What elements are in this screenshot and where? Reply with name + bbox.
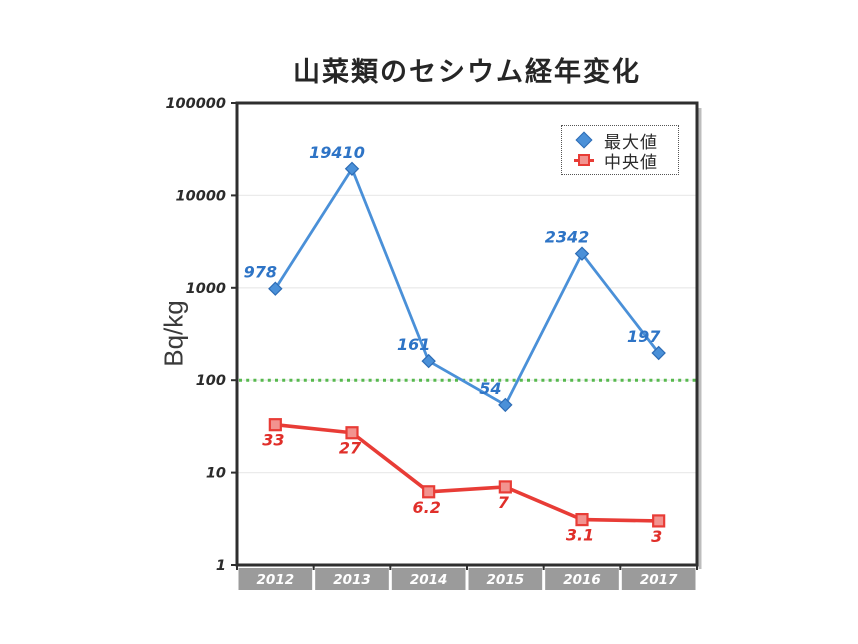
year-label: 2016	[563, 572, 601, 588]
y-tick-label: 1	[216, 558, 226, 574]
year-label: 2012	[257, 572, 295, 588]
y-tick-label: 100000	[165, 96, 226, 112]
max-data-point	[574, 246, 590, 261]
max-data-point	[498, 397, 513, 413]
year-cell	[545, 568, 619, 590]
legend-item-median: 中央値	[572, 150, 672, 173]
legend-label-max: 最大値	[604, 132, 658, 153]
year-label: 2013	[333, 572, 371, 588]
year-cell	[391, 568, 466, 590]
data-label: 161	[397, 335, 430, 354]
median-data-point	[422, 485, 436, 499]
median-data-point	[345, 426, 359, 440]
year-label: 2017	[640, 572, 678, 588]
median-data-point	[575, 512, 589, 527]
y-tick-label: 100	[196, 373, 226, 389]
y-tick-label: 10	[206, 466, 226, 482]
max-data-point	[344, 161, 360, 176]
median-data-point	[268, 418, 282, 432]
data-label: 3	[651, 527, 662, 546]
chart-title: 山菜類のセシウム経年変化	[293, 57, 641, 88]
year-cell	[238, 568, 313, 590]
data-label: 3.1	[566, 526, 594, 545]
year-label: 2015	[487, 572, 525, 588]
data-label: 54	[479, 379, 501, 398]
year-cell	[468, 568, 543, 590]
data-label: 2342	[545, 228, 590, 247]
max-data-point	[651, 345, 666, 361]
legend-label-median: 中央値	[604, 152, 658, 173]
median-data-point	[498, 480, 512, 494]
legend-item-max: 最大値	[572, 130, 672, 153]
year-cell	[621, 568, 696, 590]
data-label: 6.2	[412, 498, 440, 517]
y-tick-label: 10000	[176, 188, 226, 204]
data-label: 33	[262, 431, 284, 450]
median-series-line	[275, 422, 659, 523]
data-label: 27	[339, 439, 362, 458]
year-label: 2014	[410, 572, 448, 588]
max-data-point	[421, 353, 436, 369]
data-label: 19410	[309, 143, 365, 162]
max-series-marker-icon	[572, 131, 596, 149]
year-cell	[315, 568, 389, 590]
data-label: 7	[498, 493, 510, 512]
median-series-marker-icon	[572, 154, 596, 166]
median-data-point	[652, 514, 666, 528]
data-label: 197	[627, 327, 661, 346]
legend: 最大値 中央値	[561, 125, 679, 175]
max-data-point	[268, 281, 283, 296]
data-label: 978	[244, 263, 277, 282]
y-tick-label: 1000	[186, 281, 226, 297]
max-series-line	[274, 167, 660, 407]
